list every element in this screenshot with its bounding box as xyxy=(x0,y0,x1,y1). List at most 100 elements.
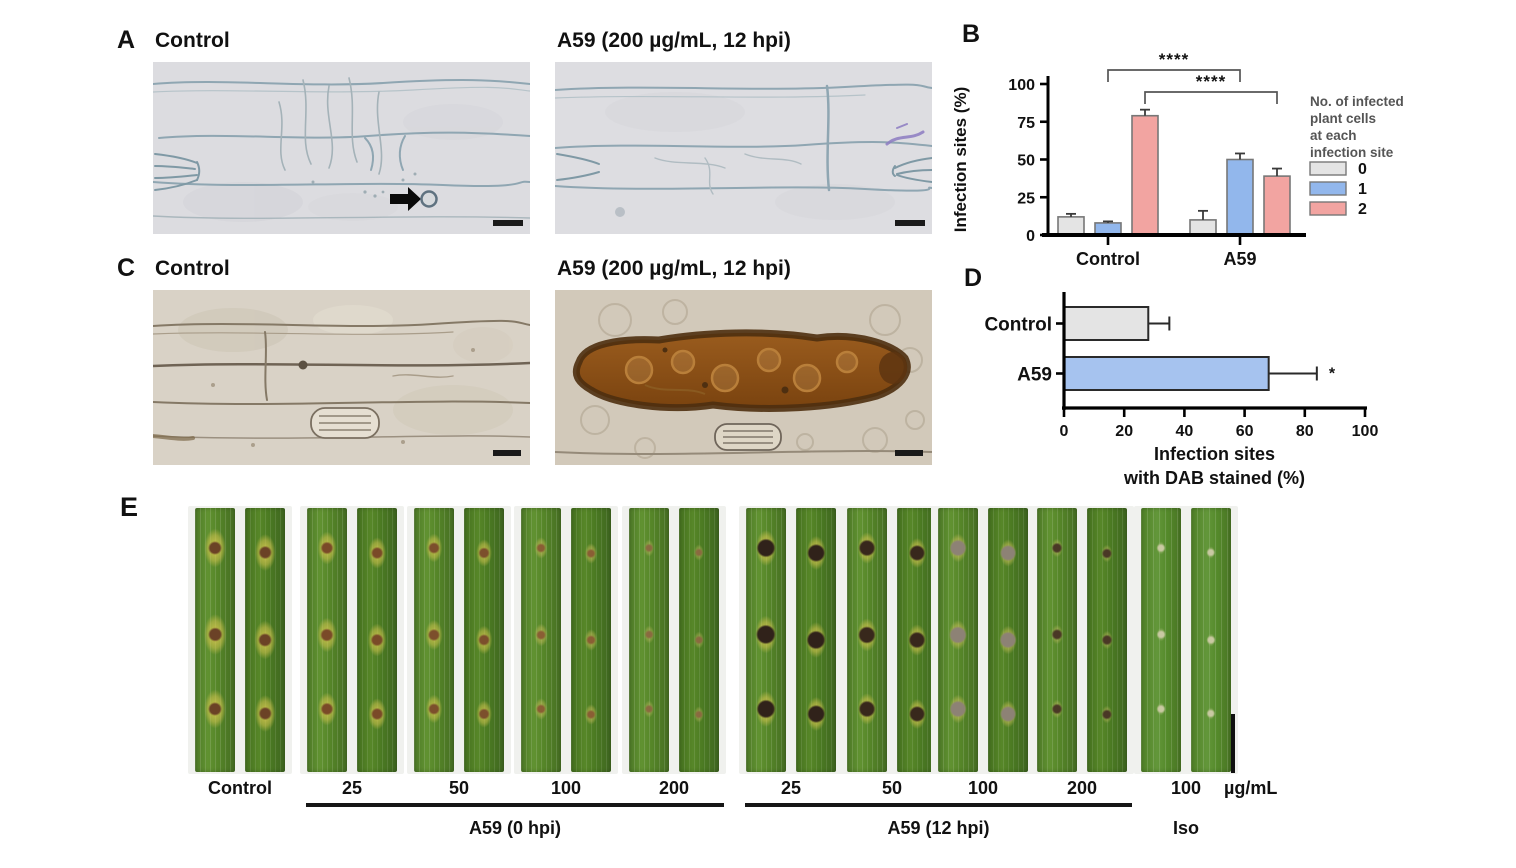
dab-dark-end xyxy=(879,352,907,384)
bar-A59-0 xyxy=(1189,219,1217,236)
lesion-spot xyxy=(802,690,830,738)
lesion-spot xyxy=(199,606,231,663)
lesion-spot xyxy=(1155,700,1167,718)
lesion-spot xyxy=(692,628,706,652)
leaf-image xyxy=(1141,508,1181,772)
lesion-spot xyxy=(582,625,600,655)
speckles xyxy=(211,348,475,447)
micrograph-dab-a59 xyxy=(555,290,932,465)
significance-stars: **** xyxy=(1159,50,1189,69)
lesion-spot xyxy=(313,611,341,660)
concentration-label: 200 xyxy=(1066,778,1098,798)
concentration-label: 100 xyxy=(1170,778,1202,798)
cell-wall-lines xyxy=(555,83,932,192)
lesion-spot xyxy=(996,534,1020,572)
scale-bar xyxy=(493,220,523,226)
lesion-spot xyxy=(1049,535,1065,561)
lesion-spot xyxy=(692,541,706,564)
lesion-spot xyxy=(1205,705,1217,723)
x-category-label: A59 xyxy=(1223,249,1256,269)
lesion-spot xyxy=(946,689,970,729)
spore-outline xyxy=(420,190,438,208)
leaf-image xyxy=(746,508,786,772)
lesion-spot xyxy=(473,695,495,733)
lesion-spot xyxy=(854,687,880,731)
cell-texture xyxy=(178,305,513,435)
debris-speck xyxy=(615,207,625,217)
lesion-spot xyxy=(421,614,447,656)
leaf-image xyxy=(847,508,887,772)
dark-specks xyxy=(662,347,789,394)
legend-title-line: infection site xyxy=(1310,145,1394,160)
cell-contents xyxy=(624,347,859,393)
bar-Control-2 xyxy=(1131,114,1159,236)
debris-dots xyxy=(311,172,417,198)
leaf-image xyxy=(679,508,719,772)
leaf-image xyxy=(988,508,1028,772)
lesion-spot xyxy=(314,525,340,571)
scale-bar xyxy=(493,450,521,456)
lesion-spot xyxy=(1155,539,1167,557)
lesion-spot xyxy=(582,700,600,729)
panel-a-a59-title: A59 (200 µg/mL, 12 hpi) xyxy=(557,29,791,52)
legend-title-line: plant cells xyxy=(1310,111,1376,126)
horizontal-bar-chart-dab: Control * A59 0 20 40 60 80 100 Infection sites wi… xyxy=(984,292,1379,488)
y-tick-label: 75 xyxy=(1017,115,1035,132)
lesion-spot xyxy=(641,622,657,648)
lesion-spot xyxy=(364,531,390,575)
lesion-spot xyxy=(200,521,230,575)
leaf-image xyxy=(1037,508,1077,772)
lesion-spot xyxy=(1049,696,1065,722)
lesion-spot xyxy=(945,614,971,656)
lesion-spot xyxy=(854,526,880,570)
x-tick-label: 100 xyxy=(1352,423,1379,440)
legend-label: 1 xyxy=(1358,181,1367,198)
leaf-image xyxy=(245,508,285,772)
concentration-label: 200 xyxy=(658,778,690,798)
x-tick-label: 80 xyxy=(1296,423,1314,440)
x-tick-label: 20 xyxy=(1115,423,1133,440)
lesion-spot xyxy=(802,529,830,577)
lesion-spot xyxy=(364,692,390,736)
x-tick-label: 0 xyxy=(1060,423,1069,440)
unit-label: µg/mL xyxy=(1224,778,1278,798)
row-label: A59 xyxy=(1017,365,1052,386)
lesion-spot xyxy=(250,688,280,740)
scale-bar xyxy=(895,450,923,456)
lesion-spot xyxy=(532,533,550,563)
micrograph-control-untreated xyxy=(153,62,530,234)
panel-a-label: A xyxy=(117,26,136,54)
lesion-spot xyxy=(473,534,495,572)
lesion-spot xyxy=(752,523,780,573)
lesion-spot xyxy=(250,613,280,667)
concentration-label: 100 xyxy=(550,778,582,798)
leaf-image xyxy=(897,508,937,772)
grouped-bar-chart-infection-sites: 0 25 50 75 100 Infection sites (%) Control A59 *… xyxy=(951,50,1404,269)
concentration-label: 100 xyxy=(967,778,999,798)
row-label: Control xyxy=(984,315,1052,336)
scale-bar xyxy=(895,220,925,226)
leaf-image xyxy=(195,508,235,772)
lesion-spot xyxy=(532,694,550,724)
lesion-spot xyxy=(250,527,280,579)
significance-bracket xyxy=(1107,69,1241,82)
lesion-spot xyxy=(1154,625,1168,644)
lesion-spot xyxy=(752,684,780,734)
lesion-spot xyxy=(531,619,551,651)
leaf-image xyxy=(571,508,611,772)
leaf-image xyxy=(1087,508,1127,772)
panel-b-label: B xyxy=(962,20,981,48)
lesion-spot xyxy=(1099,702,1115,727)
significance-bracket xyxy=(1144,91,1278,104)
iso-label: Iso xyxy=(1172,818,1199,838)
wall-node xyxy=(298,360,308,370)
leaf-image xyxy=(357,508,397,772)
lesion-spot xyxy=(692,703,706,726)
lesion-spot xyxy=(582,539,600,568)
lesion-spot xyxy=(904,618,930,662)
lesion-spot xyxy=(642,536,656,560)
concentration-label: 25 xyxy=(780,778,802,798)
y-tick-label: 100 xyxy=(1008,77,1035,94)
legend-label: 0 xyxy=(1358,161,1367,178)
